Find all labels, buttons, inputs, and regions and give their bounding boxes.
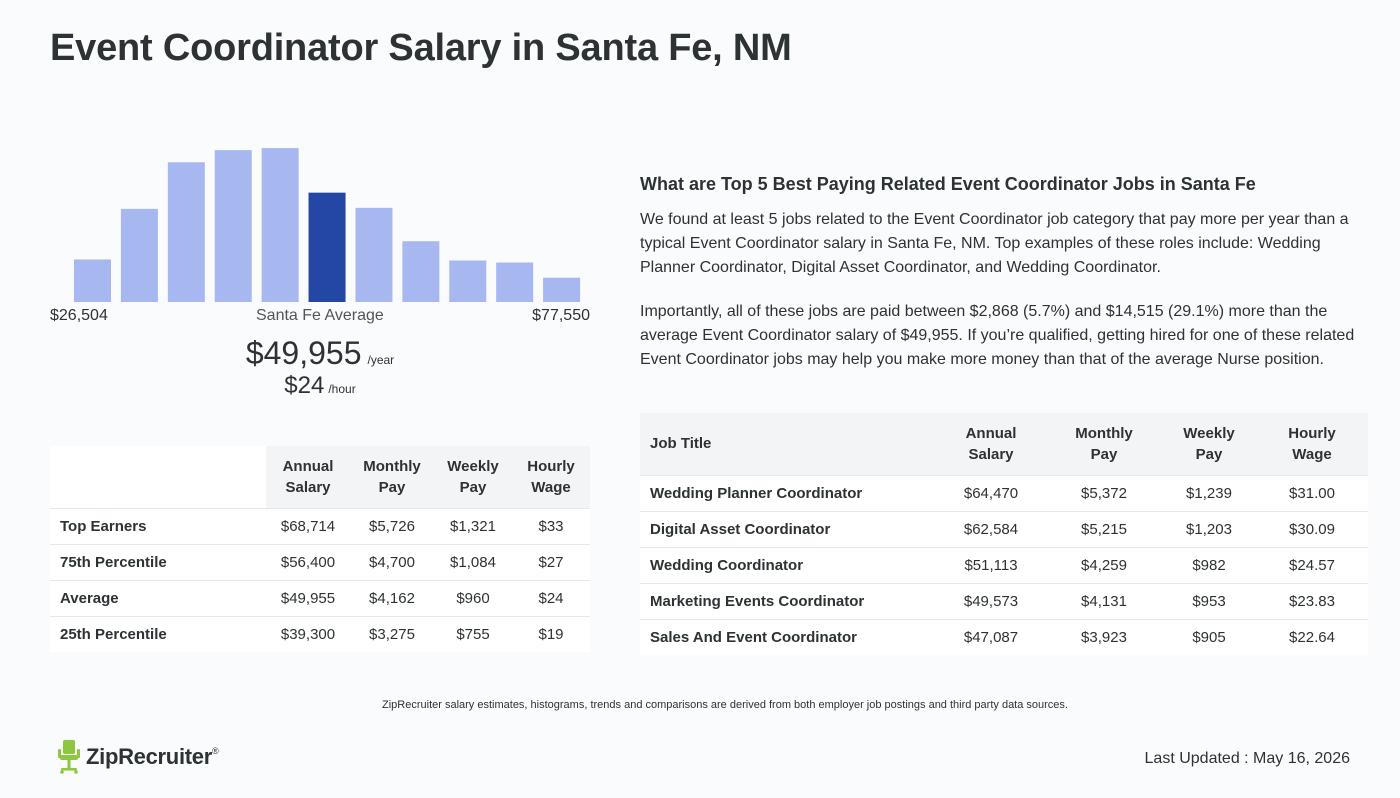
row-label: Average	[50, 579, 266, 616]
weekly-pay-cell: $1,084	[434, 543, 512, 580]
weekly-pay-cell: $1,239	[1162, 474, 1256, 511]
average-annual: $49,955/year	[0, 335, 640, 372]
hourly-wage-cell: $19	[512, 615, 590, 652]
annual-salary-cell: $62,584	[936, 510, 1046, 547]
row-label: Top Earners	[50, 507, 266, 544]
header-monthly: Monthly Pay	[350, 446, 434, 508]
table-row: Wedding Coordinator $51,113 $4,259 $982 $24.…	[640, 546, 1368, 583]
annual-salary-cell: $49,573	[936, 582, 1046, 619]
job-title-cell: Marketing Events Coordinator	[640, 582, 936, 619]
monthly-pay-cell: $4,131	[1046, 582, 1162, 619]
average-annual-unit: /year	[367, 353, 395, 367]
center-label: Santa Fe Average	[256, 307, 384, 324]
percentile-table: Annual Salary Monthly Pay Weekly Pay Hourly…	[50, 446, 590, 652]
monthly-pay-cell: $5,726	[350, 507, 434, 544]
histogram-bar	[543, 277, 581, 302]
table-header-row: Annual Salary Monthly Pay Weekly Pay Hourly…	[50, 446, 590, 508]
table-row: 25th Percentile $39,300 $3,275 $755 $19	[50, 615, 590, 652]
histogram-bar	[355, 207, 393, 302]
header-hourly: Hourly Wage	[512, 446, 590, 508]
annual-salary-cell: $49,955	[266, 579, 350, 616]
page-title: Event Coordinator Salary in Santa Fe, NM	[50, 27, 792, 69]
logo-text: ZipRecruiter	[86, 744, 212, 769]
hourly-wage-cell: $33	[512, 507, 590, 544]
range-min-label: $26,504	[50, 307, 108, 324]
weekly-pay-cell: $982	[1162, 546, 1256, 583]
annual-salary-cell: $51,113	[936, 546, 1046, 583]
monthly-pay-cell: $4,700	[350, 543, 434, 580]
hourly-wage-cell: $31.00	[1256, 474, 1368, 511]
weekly-pay-cell: $953	[1162, 582, 1256, 619]
average-hourly-value: $24	[284, 372, 325, 399]
histogram-bar-average	[308, 192, 346, 302]
last-updated: Last Updated : May 16, 2026	[1144, 750, 1350, 767]
header-weekly: Weekly Pay	[434, 446, 512, 508]
average-hourly: $24/hour	[0, 372, 640, 400]
related-paragraph-1: We found at least 5 jobs related to the …	[640, 211, 1349, 276]
average-annual-value: $49,955	[245, 335, 362, 371]
hourly-wage-cell: $24	[512, 579, 590, 616]
job-title-cell: Wedding Planner Coordinator	[640, 474, 936, 511]
table-row: Digital Asset Coordinator $62,584 $5,215 $1…	[640, 510, 1368, 547]
range-max-label: $77,550	[532, 307, 590, 324]
histogram-bar	[167, 162, 205, 302]
salary-histogram	[74, 148, 581, 302]
hourly-wage-cell: $22.64	[1256, 618, 1368, 655]
monthly-pay-cell: $3,275	[350, 615, 434, 652]
histogram-bar	[214, 150, 252, 302]
ziprecruiter-logo[interactable]: ZipRecruiter ®	[58, 740, 219, 774]
job-title-cell: Sales And Event Coordinator	[640, 618, 936, 655]
weekly-pay-cell: $755	[434, 615, 512, 652]
weekly-pay-cell: $905	[1162, 618, 1256, 655]
table-row: Top Earners $68,714 $5,726 $1,321 $33	[50, 507, 590, 544]
table-row: Marketing Events Coordinator $49,573 $4,13…	[640, 582, 1368, 619]
histogram-bar	[402, 241, 440, 302]
monthly-pay-cell: $5,215	[1046, 510, 1162, 547]
header-monthly: Monthly Pay	[1046, 413, 1162, 475]
header-weekly: Weekly Pay	[1162, 413, 1256, 475]
annual-salary-cell: $56,400	[266, 543, 350, 580]
histogram-bar	[496, 262, 534, 302]
table-row: Wedding Planner Coordinator $64,470 $5,372…	[640, 474, 1368, 511]
header-annual: Annual Salary	[936, 413, 1046, 475]
header-annual: Annual Salary	[266, 446, 350, 508]
row-label: 25th Percentile	[50, 615, 266, 652]
annual-salary-cell: $47,087	[936, 618, 1046, 655]
average-hourly-unit: /hour	[328, 382, 356, 396]
weekly-pay-cell: $1,203	[1162, 510, 1256, 547]
header-blank	[50, 446, 266, 508]
histogram-bar	[74, 259, 111, 302]
job-title-cell: Wedding Coordinator	[640, 546, 936, 583]
hourly-wage-cell: $27	[512, 543, 590, 580]
related-jobs-table: Job Title Annual Salary Monthly Pay Weekly…	[640, 413, 1368, 655]
histogram-bar	[261, 148, 299, 302]
row-label: 75th Percentile	[50, 543, 266, 580]
chair-icon	[58, 740, 80, 774]
related-paragraph-2: Importantly, all of these jobs are paid …	[640, 303, 1355, 368]
table-row: 75th Percentile $56,400 $4,700 $1,084 $27	[50, 543, 590, 580]
hourly-wage-cell: $23.83	[1256, 582, 1368, 619]
header-hourly: Hourly Wage	[1256, 413, 1368, 475]
histogram-bar	[120, 208, 158, 302]
table-header-row: Job Title Annual Salary Monthly Pay Weekly…	[640, 413, 1368, 475]
monthly-pay-cell: $3,923	[1046, 618, 1162, 655]
annual-salary-cell: $68,714	[266, 507, 350, 544]
monthly-pay-cell: $4,259	[1046, 546, 1162, 583]
annual-salary-cell: $64,470	[936, 474, 1046, 511]
header-job-title: Job Title	[640, 413, 936, 475]
histogram-bar	[449, 260, 487, 302]
monthly-pay-cell: $5,372	[1046, 474, 1162, 511]
weekly-pay-cell: $960	[434, 579, 512, 616]
related-heading: What are Top 5 Best Paying Related Event…	[640, 174, 1256, 194]
monthly-pay-cell: $4,162	[350, 579, 434, 616]
hourly-wage-cell: $24.57	[1256, 546, 1368, 583]
table-row: Average $49,955 $4,162 $960 $24	[50, 579, 590, 616]
data-source-note: ZipRecruiter salary estimates, histogram…	[382, 699, 1068, 711]
job-title-cell: Digital Asset Coordinator	[640, 510, 936, 547]
annual-salary-cell: $39,300	[266, 615, 350, 652]
weekly-pay-cell: $1,321	[434, 507, 512, 544]
hourly-wage-cell: $30.09	[1256, 510, 1368, 547]
table-row: Sales And Event Coordinator $47,087 $3,923…	[640, 618, 1368, 655]
logo-registered-mark: ®	[211, 746, 219, 756]
